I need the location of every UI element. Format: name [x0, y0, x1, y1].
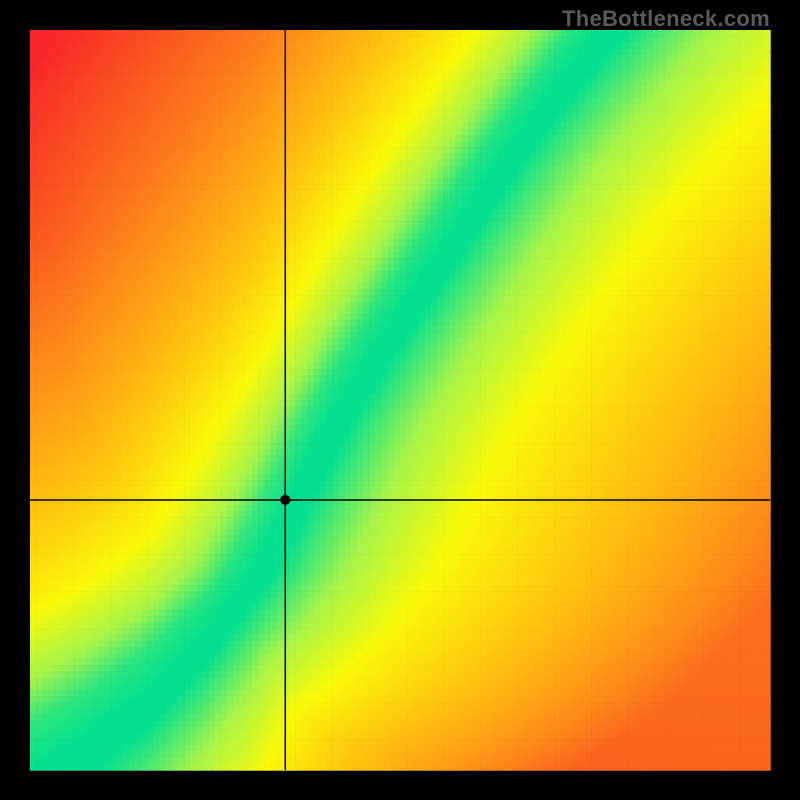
chart-container: TheBottleneck.com — [0, 0, 800, 800]
bottleneck-heatmap — [0, 0, 800, 800]
watermark-label: TheBottleneck.com — [562, 6, 770, 32]
